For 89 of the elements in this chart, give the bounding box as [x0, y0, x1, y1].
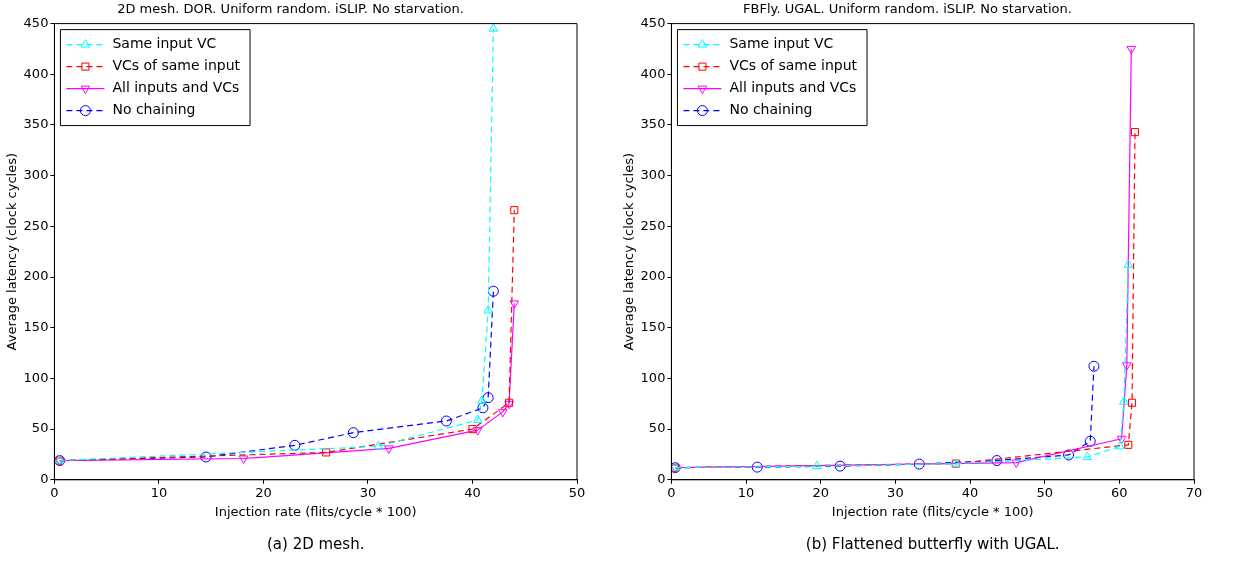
x-tick-label: 20 — [812, 484, 829, 500]
point — [1126, 45, 1137, 55]
y-tick-label: 150 — [23, 319, 49, 335]
point — [1123, 259, 1134, 268]
y-tick-label: 250 — [640, 217, 666, 233]
point — [347, 427, 359, 439]
x-tick-label: 50 — [568, 484, 586, 500]
point — [1128, 398, 1137, 407]
point — [477, 395, 487, 404]
y-tick-label: 100 — [23, 369, 49, 385]
x-tick-label: 30 — [887, 484, 904, 500]
point — [1116, 435, 1127, 445]
point — [1124, 440, 1133, 449]
point — [751, 461, 763, 473]
point — [322, 448, 331, 457]
y-tick-label: 100 — [640, 369, 666, 385]
point — [384, 445, 394, 454]
y-tick-label: 0 — [657, 471, 666, 487]
point — [373, 440, 384, 450]
point — [468, 425, 477, 434]
y-tick-label: 50 — [31, 420, 49, 436]
point — [510, 206, 519, 215]
legend-label: Same input VC — [729, 35, 834, 52]
legend-label: VCs of same input — [112, 57, 241, 74]
x-tick-label: 60 — [1111, 484, 1128, 500]
point — [1063, 449, 1075, 461]
point — [1088, 360, 1100, 372]
y-tick-label: 350 — [640, 116, 666, 132]
point — [509, 300, 520, 309]
point — [200, 451, 212, 463]
y-tick-label: 150 — [640, 319, 666, 335]
point — [991, 455, 1003, 467]
point — [238, 455, 249, 465]
point — [440, 415, 452, 427]
x-tick-label: 70 — [1185, 484, 1203, 500]
x-axis-title: Injection rate (flits/cycle * 100) — [214, 503, 417, 519]
y-tick-label: 300 — [640, 167, 666, 183]
legend-label: No chaining — [112, 101, 196, 118]
point — [472, 414, 483, 423]
point — [1130, 128, 1140, 137]
y-tick-label: 350 — [23, 116, 49, 132]
x-tick-label: 40 — [464, 484, 481, 500]
point — [913, 458, 925, 470]
point — [1084, 435, 1096, 447]
point — [497, 408, 508, 418]
y-tick-label: 200 — [640, 268, 666, 284]
x-tick-label: 50 — [1036, 484, 1053, 500]
y-tick-label: 450 — [640, 14, 666, 30]
legend-label: All inputs and VCs — [729, 79, 857, 96]
point — [487, 285, 499, 297]
point — [477, 402, 489, 414]
point — [482, 392, 494, 404]
y-tick-label: 250 — [23, 217, 49, 233]
point — [1118, 396, 1129, 405]
point — [834, 460, 846, 472]
point — [1121, 362, 1132, 371]
y-tick-label: 400 — [640, 65, 666, 81]
y-tick-label: 200 — [23, 268, 49, 284]
point — [472, 427, 483, 436]
text: (a) 2D mesh. — [266, 535, 365, 553]
chart-title: 2D mesh. DOR. Uniform random. iSLIP. No starvation. — [117, 1, 464, 17]
point — [488, 23, 499, 32]
legend-label: All inputs and VCs — [112, 79, 240, 96]
y-axis-title: Average latency (clock cycles) — [621, 152, 637, 351]
point — [812, 460, 822, 470]
point — [1011, 459, 1022, 469]
y-axis-title: Average latency (clock cycles) — [4, 152, 20, 351]
chart-title: FBFly. UGAL. Uniform random. iSLIP. No starvation. — [743, 1, 1072, 17]
x-tick-label: 30 — [359, 484, 377, 500]
y-tick-label: 50 — [648, 420, 666, 436]
x-tick-label: 20 — [255, 484, 272, 500]
x-tick-label: 40 — [961, 484, 979, 500]
point — [289, 439, 301, 451]
x-tick-label: 10 — [737, 484, 755, 500]
y-tick-label: 0 — [40, 471, 49, 487]
y-tick-label: 450 — [23, 14, 49, 30]
x-axis-title: Injection rate (flits/cycle * 100) — [831, 503, 1034, 519]
x-tick-label: 0 — [50, 484, 59, 500]
y-tick-label: 300 — [23, 167, 49, 183]
legend-label: Same input VC — [112, 35, 217, 52]
point — [1115, 440, 1125, 450]
legend-label: VCs of same input — [729, 57, 858, 74]
text: (b) Flattened butterfly with UGAL. — [805, 535, 1060, 553]
y-tick-label: 400 — [23, 65, 49, 81]
point — [1082, 451, 1093, 460]
legend-label: No chaining — [729, 101, 813, 118]
x-tick-label: 10 — [150, 484, 168, 500]
x-tick-label: 0 — [667, 484, 676, 500]
point — [483, 305, 493, 314]
